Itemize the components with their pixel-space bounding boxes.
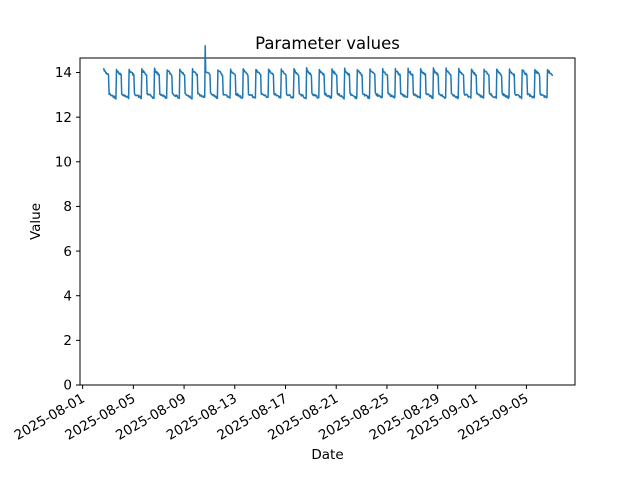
data-line-group [103, 44, 554, 100]
x-axis-ticks: 2025-08-012025-08-052025-08-092025-08-13… [12, 385, 531, 444]
y-tick-label: 10 [55, 154, 72, 170]
y-axis-label: Value [28, 203, 44, 240]
y-tick-label: 4 [63, 288, 72, 304]
y-tick-label: 8 [63, 199, 72, 215]
x-axis-label: Date [311, 447, 343, 463]
y-tick-label: 6 [63, 244, 72, 260]
plot-frame [79, 57, 576, 386]
y-tick-label: 0 [63, 378, 72, 394]
chart-title: Parameter values [255, 34, 400, 53]
y-tick-label: 14 [55, 65, 72, 81]
y-axis-ticks: 0 2 4 6 8 10 12 14 [55, 65, 80, 394]
data-line [103, 44, 554, 100]
y-tick-label: 12 [55, 110, 72, 126]
y-tick-label: 2 [63, 333, 72, 349]
